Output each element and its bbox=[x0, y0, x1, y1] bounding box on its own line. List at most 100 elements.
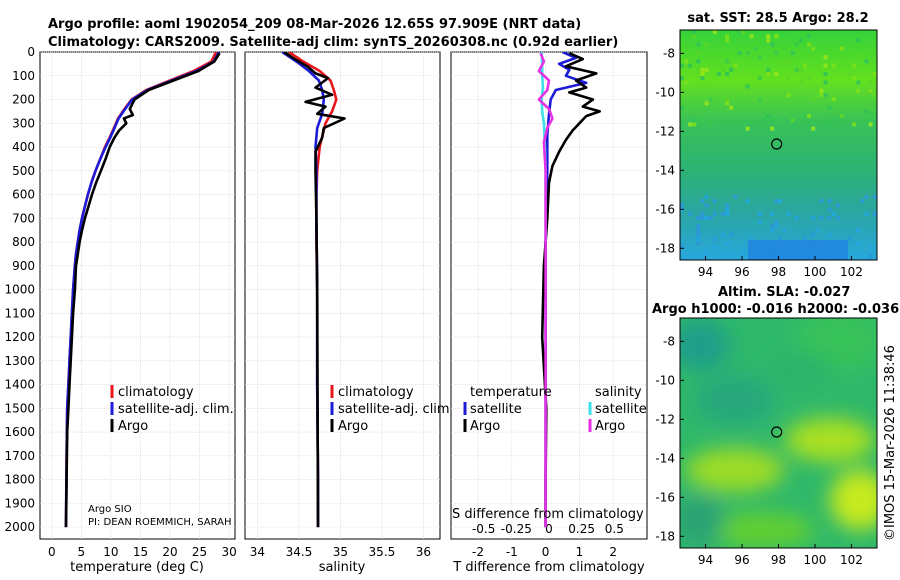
temperature-panel: 0100200300400500600700800900100011001200… bbox=[4, 45, 236, 575]
legend-salinity-title: salinity bbox=[595, 385, 642, 400]
ytick-label: 600 bbox=[12, 188, 35, 202]
series-line-magenta bbox=[537, 52, 554, 528]
top-tick-label: 0.5 bbox=[605, 522, 624, 536]
title-line2: Climatology: CARS2009. Satellite-adj cli… bbox=[48, 35, 618, 50]
xtick-label: 5 bbox=[78, 545, 86, 559]
map-xtick-label: 102 bbox=[840, 553, 863, 567]
salinity-legend: climatology satellite-adj. clim. Argo bbox=[330, 385, 454, 434]
legend-satellite-adj-2: satellite-adj. clim. bbox=[338, 402, 454, 417]
map-ytick-label: -12 bbox=[655, 412, 675, 426]
ytick-label: 400 bbox=[12, 140, 35, 154]
map-ytick-label: -18 bbox=[655, 241, 675, 255]
map-ytick-label: -18 bbox=[655, 529, 675, 543]
map-xtick-label: 100 bbox=[804, 553, 827, 567]
map-ytick-label: -14 bbox=[655, 163, 675, 177]
salinity-xlabel: salinity bbox=[319, 560, 366, 575]
sla-map-title-1: Altim. SLA: -0.027 bbox=[718, 285, 850, 300]
xtick-label: 35 bbox=[333, 545, 348, 559]
sla-argo-location-marker bbox=[771, 426, 783, 438]
legend-argo-2: Argo bbox=[338, 419, 368, 434]
legend-climatology: climatology bbox=[118, 385, 194, 400]
ytick-label: 1100 bbox=[4, 306, 35, 320]
ytick-label: 1700 bbox=[4, 449, 35, 463]
xtick-label: -1 bbox=[506, 545, 518, 559]
legend-temp-satellite: satellite bbox=[470, 402, 522, 417]
sla-map-title-2: Argo h1000: -0.016 h2000: -0.036 bbox=[652, 302, 899, 317]
ytick-label: 1500 bbox=[4, 401, 35, 415]
map-ytick-label: -10 bbox=[655, 85, 675, 99]
map-ytick-label: -8 bbox=[663, 46, 675, 60]
map-xtick-label: 98 bbox=[771, 553, 786, 567]
xtick-label: 10 bbox=[103, 545, 118, 559]
ytick-label: 1200 bbox=[4, 330, 35, 344]
temperature-legend: climatology satellite-adj. clim. Argo bbox=[110, 385, 234, 434]
xtick-label: 0 bbox=[542, 545, 550, 559]
ytick-label: 100 bbox=[12, 69, 35, 83]
xtick-label: 34.5 bbox=[286, 545, 313, 559]
xtick-label: 35.5 bbox=[369, 545, 396, 559]
credit-pi: PI: DEAN ROEMMICH, SARAH bbox=[88, 517, 232, 528]
ytick-label: 900 bbox=[12, 259, 35, 273]
ytick-label: 1000 bbox=[4, 283, 35, 297]
legend-sal-satellite: satellite bbox=[595, 402, 647, 417]
legend-satellite-adj: satellite-adj. clim. bbox=[118, 402, 234, 417]
salinity-panel: 34 34.5 35 35.5 36 salinity climatology sate… bbox=[244, 51, 454, 575]
xtick-label: 0 bbox=[48, 545, 56, 559]
ytick-label: 300 bbox=[12, 116, 35, 130]
map-xtick-label: 96 bbox=[734, 265, 749, 279]
map-xtick-label: 98 bbox=[771, 265, 786, 279]
ytick-label: 1600 bbox=[4, 425, 35, 439]
series-line-black bbox=[64, 52, 221, 528]
legend-climatology-2: climatology bbox=[338, 385, 414, 400]
ytick-label: 2000 bbox=[4, 520, 35, 534]
sst-argo-location-marker bbox=[771, 138, 783, 150]
xtick-label: 34 bbox=[250, 545, 265, 559]
xtick-label: 36 bbox=[416, 545, 431, 559]
map-xtick-label: 94 bbox=[698, 265, 713, 279]
xtick-label: -2 bbox=[472, 545, 484, 559]
timestamp: ©IMOS 15-Mar-2026 11:38:46 bbox=[883, 345, 898, 541]
ytick-label: 0 bbox=[27, 45, 35, 59]
ytick-label: 700 bbox=[12, 211, 35, 225]
ytick-label: 500 bbox=[12, 164, 35, 178]
map-xtick-label: 96 bbox=[734, 553, 749, 567]
map-ytick-label: -12 bbox=[655, 124, 675, 138]
top-tick-label: 0 bbox=[545, 522, 553, 536]
series-line-black bbox=[283, 52, 346, 528]
top-tick-label: -0.5 bbox=[472, 522, 495, 536]
legend-argo: Argo bbox=[118, 419, 148, 434]
sla-map: Altim. SLA: -0.027 Argo h1000: -0.016 h2… bbox=[652, 285, 899, 567]
ytick-label: 200 bbox=[12, 93, 35, 107]
series-line-black bbox=[540, 52, 602, 528]
legend-temp-argo: Argo bbox=[470, 419, 500, 434]
xtick-label: 15 bbox=[133, 545, 148, 559]
title-line1: Argo profile: aoml 1902054_209 08-Mar-20… bbox=[48, 17, 581, 32]
legend-sal-argo: Argo bbox=[595, 419, 625, 434]
map-xtick-label: 100 bbox=[804, 265, 827, 279]
map-ytick-label: -16 bbox=[655, 202, 675, 216]
top-tick-label: -0.25 bbox=[501, 522, 532, 536]
sst-map: sat. SST: 28.5 Argo: 28.2 94 96 98 100 102 -8… bbox=[655, 11, 878, 279]
map-xtick-label: 102 bbox=[840, 265, 863, 279]
difference-top-label: S difference from climatology bbox=[452, 507, 644, 522]
map-ytick-label: -10 bbox=[655, 373, 675, 387]
xtick-label: 20 bbox=[162, 545, 177, 559]
ytick-label: 800 bbox=[12, 235, 35, 249]
map-xtick-label: 94 bbox=[698, 553, 713, 567]
xtick-label: 25 bbox=[192, 545, 207, 559]
ytick-label: 1800 bbox=[4, 473, 35, 487]
top-tick-label: 0.25 bbox=[568, 522, 595, 536]
ytick-label: 1400 bbox=[4, 378, 35, 392]
xtick-label: 1 bbox=[576, 545, 584, 559]
sst-map-title: sat. SST: 28.5 Argo: 28.2 bbox=[687, 11, 868, 26]
credit-institution: Argo SIO bbox=[88, 504, 132, 515]
temperature-xlabel: temperature (deg C) bbox=[70, 560, 204, 575]
ytick-label: 1300 bbox=[4, 354, 35, 368]
difference-xlabel: T difference from climatology bbox=[452, 560, 645, 575]
ytick-label: 1900 bbox=[4, 496, 35, 510]
map-ytick-label: -14 bbox=[655, 451, 675, 465]
difference-panel: -2 -1 0 1 2 -0.5 -0.25 0 0.25 0.5 T difference fr… bbox=[450, 51, 648, 575]
map-ytick-label: -16 bbox=[655, 490, 675, 504]
difference-legend: temperature satellite Argo salinity sate… bbox=[463, 385, 647, 434]
